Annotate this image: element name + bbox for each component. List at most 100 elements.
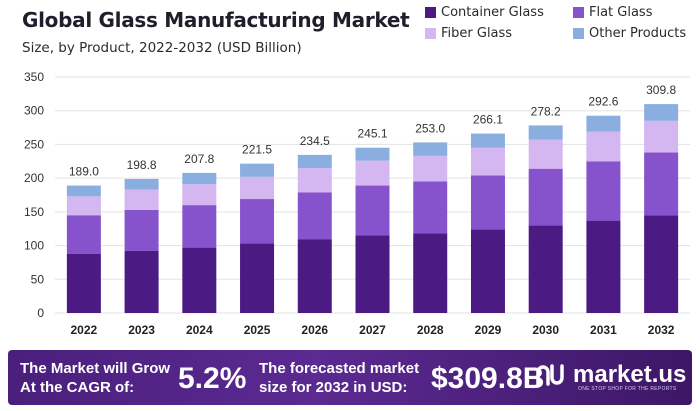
x-tick-label: 2024	[186, 323, 213, 337]
x-tick-label: 2025	[244, 323, 271, 337]
bar-segment-fiber-glass	[413, 155, 448, 182]
bar-segment-flat-glass	[644, 152, 679, 216]
x-tick-label: 2031	[590, 323, 617, 337]
bar-segment-flat-glass	[355, 185, 390, 236]
legend-swatch-icon	[573, 28, 584, 39]
cagr-caption-line1: The Market will Grow	[20, 360, 171, 377]
bar-total-label: 245.1	[357, 127, 387, 141]
bar-total-label: 278.2	[531, 104, 561, 118]
legend-label: Flat Glass	[589, 5, 653, 20]
bar-segment-container-glass	[240, 243, 275, 313]
chart-title: Global Glass Manufacturing Market	[22, 8, 410, 32]
bar-segment-container-glass	[124, 250, 159, 313]
summary-banner: The Market will Grow At the CAGR of: 5.2…	[8, 350, 692, 405]
y-tick-label: 200	[24, 171, 44, 185]
bar-segment-other-products	[182, 172, 217, 185]
bar-segment-flat-glass	[413, 181, 448, 234]
x-tick-label: 2027	[359, 323, 386, 337]
bar-segment-container-glass	[355, 235, 390, 313]
bar-segment-fiber-glass	[586, 131, 621, 162]
x-tick-label: 2028	[417, 323, 444, 337]
bar-segment-other-products	[297, 154, 332, 169]
stacked-bar-chart: 0 50 100 150 200 250 300 350 189.0 2022 198.8 2023 2…	[24, 70, 690, 337]
brand-tagline: ONE STOP SHOP FOR THE REPORTS	[578, 386, 677, 392]
bar-segment-container-glass	[297, 239, 332, 313]
x-tick-label: 2023	[128, 323, 155, 337]
bar-total-label: 198.8	[127, 158, 157, 172]
bar-segment-other-products	[124, 178, 159, 190]
bar-segment-container-glass	[528, 225, 563, 313]
bar-segment-container-glass	[413, 233, 448, 313]
forecast-value: $309.8B	[431, 362, 545, 395]
bar-segment-fiber-glass	[240, 176, 275, 200]
bar-segment-other-products	[355, 147, 390, 161]
chart-subtitle: Size, by Product, 2022-2032 (USD Billion…	[22, 40, 302, 56]
bar-segment-container-glass	[182, 247, 217, 313]
brand-logo: market.us	[535, 360, 686, 390]
bar-segment-other-products	[240, 163, 275, 177]
bar-segment-fiber-glass	[66, 196, 101, 216]
y-tick-label: 300	[24, 104, 44, 118]
legend-swatch-icon	[425, 7, 436, 18]
forecast-caption-line1: The forecasted market	[259, 360, 420, 377]
legend-item-other-products: Other Products	[573, 26, 686, 41]
bar-segment-container-glass	[66, 253, 101, 313]
cagr-caption-line2: At the CAGR of:	[20, 379, 135, 396]
forecast-caption-line2: size for 2032 in USD:	[259, 379, 408, 396]
legend-label: Container Glass	[441, 5, 544, 20]
bar-segment-flat-glass	[182, 205, 217, 248]
bar-total-label: 309.8	[646, 83, 676, 97]
bar-segment-flat-glass	[528, 168, 563, 226]
x-tick-label: 2026	[301, 323, 328, 337]
bar-segment-fiber-glass	[528, 139, 563, 169]
forecast-caption: The forecasted market size for 2032 in U…	[259, 359, 419, 397]
bar-segment-other-products	[586, 115, 621, 132]
bar-total-label: 292.6	[588, 95, 618, 109]
bar-segment-other-products	[644, 104, 679, 121]
bar-segment-container-glass	[470, 229, 505, 313]
cagr-value: 5.2%	[178, 362, 247, 395]
bar-segment-flat-glass	[297, 192, 332, 240]
bar-segment-fiber-glass	[355, 160, 390, 186]
x-tick-label: 2032	[648, 323, 675, 337]
bar-segment-flat-glass	[66, 215, 101, 254]
legend-item-fiber-glass: Fiber Glass	[425, 26, 512, 41]
bar-segment-fiber-glass	[470, 147, 505, 176]
legend-swatch-icon	[425, 28, 436, 39]
bar-total-label: 189.0	[69, 165, 99, 179]
y-tick-label: 50	[31, 272, 45, 286]
y-tick-label: 100	[24, 239, 44, 253]
bar-segment-fiber-glass	[124, 189, 159, 210]
bar-segment-container-glass	[644, 215, 679, 313]
cagr-caption: The Market will Grow At the CAGR of:	[20, 359, 170, 397]
bar-segment-flat-glass	[124, 209, 159, 251]
y-tick-label: 0	[37, 306, 44, 320]
legend-item-flat-glass: Flat Glass	[573, 5, 652, 20]
bar-segment-fiber-glass	[182, 184, 217, 206]
bar-total-label: 266.1	[473, 113, 503, 127]
bar-segment-container-glass	[586, 220, 621, 313]
y-tick-label: 350	[24, 70, 44, 84]
bar-segment-fiber-glass	[644, 120, 679, 153]
bar-segment-fiber-glass	[297, 168, 332, 193]
bar-segment-flat-glass	[586, 161, 621, 221]
legend-label: Other Products	[589, 26, 687, 41]
x-tick-label: 2022	[71, 323, 98, 337]
market-us-logo-icon	[536, 364, 564, 386]
y-tick-label: 150	[24, 205, 44, 219]
legend-swatch-icon	[573, 7, 584, 18]
bar-segment-other-products	[413, 142, 448, 156]
bar-total-label: 221.5	[242, 143, 272, 157]
bar-total-label: 234.5	[300, 134, 330, 148]
bar-total-label: 207.8	[184, 152, 214, 166]
x-tick-label: 2030	[532, 323, 559, 337]
bar-segment-other-products	[470, 133, 505, 148]
bar-segment-flat-glass	[240, 199, 275, 244]
legend-item-container-glass: Container Glass	[425, 5, 544, 20]
bar-segment-other-products	[66, 185, 101, 197]
bar-segment-flat-glass	[470, 175, 505, 230]
brand-name: market.us	[573, 361, 687, 388]
legend-label: Fiber Glass	[441, 26, 513, 41]
bar-segment-other-products	[528, 125, 563, 140]
